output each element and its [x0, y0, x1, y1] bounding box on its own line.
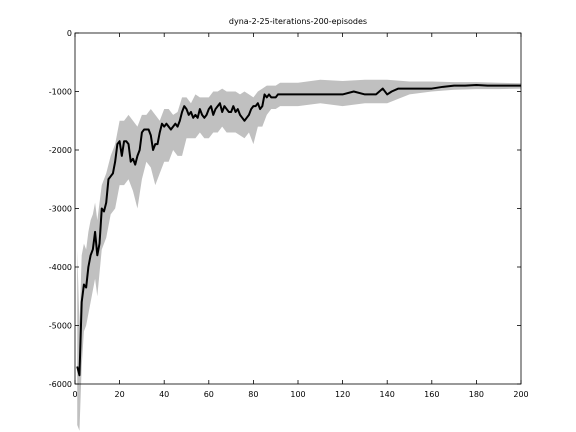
- confidence-band: [77, 79, 521, 431]
- mean-line-layer: [76, 84, 521, 377]
- y-axis: 0 -1000 -2000 -3000 -4000 -5000 -6000: [49, 29, 521, 389]
- y-tick-label: -5000: [49, 322, 72, 331]
- x-tick-label: 0: [72, 390, 77, 399]
- y-tick-label: -1000: [49, 88, 72, 97]
- x-tick-label: 20: [115, 390, 125, 399]
- y-tick-label: -2000: [49, 146, 72, 155]
- x-tick-label: 200: [513, 390, 528, 399]
- x-tick-label: 100: [290, 390, 305, 399]
- x-tick-label: 180: [469, 390, 484, 399]
- confidence-band-layer: [77, 79, 521, 431]
- x-tick-label: 140: [380, 390, 395, 399]
- x-tick-label: 60: [204, 390, 214, 399]
- y-tick-label: -4000: [49, 263, 72, 272]
- y-tick-label: 0: [67, 29, 72, 38]
- chart-title: dyna-2-25-iterations-200-episodes: [229, 17, 367, 26]
- mean-line: [76, 84, 521, 377]
- x-axis: 0 20 40 60 80 100 120 140 160 180 200: [72, 33, 529, 399]
- y-tick-label: -6000: [49, 380, 72, 389]
- x-tick-label: 120: [335, 390, 350, 399]
- x-tick-label: 80: [248, 390, 258, 399]
- y-tick-label: -3000: [49, 205, 72, 214]
- x-tick-label: 40: [159, 390, 169, 399]
- x-tick-label: 160: [424, 390, 439, 399]
